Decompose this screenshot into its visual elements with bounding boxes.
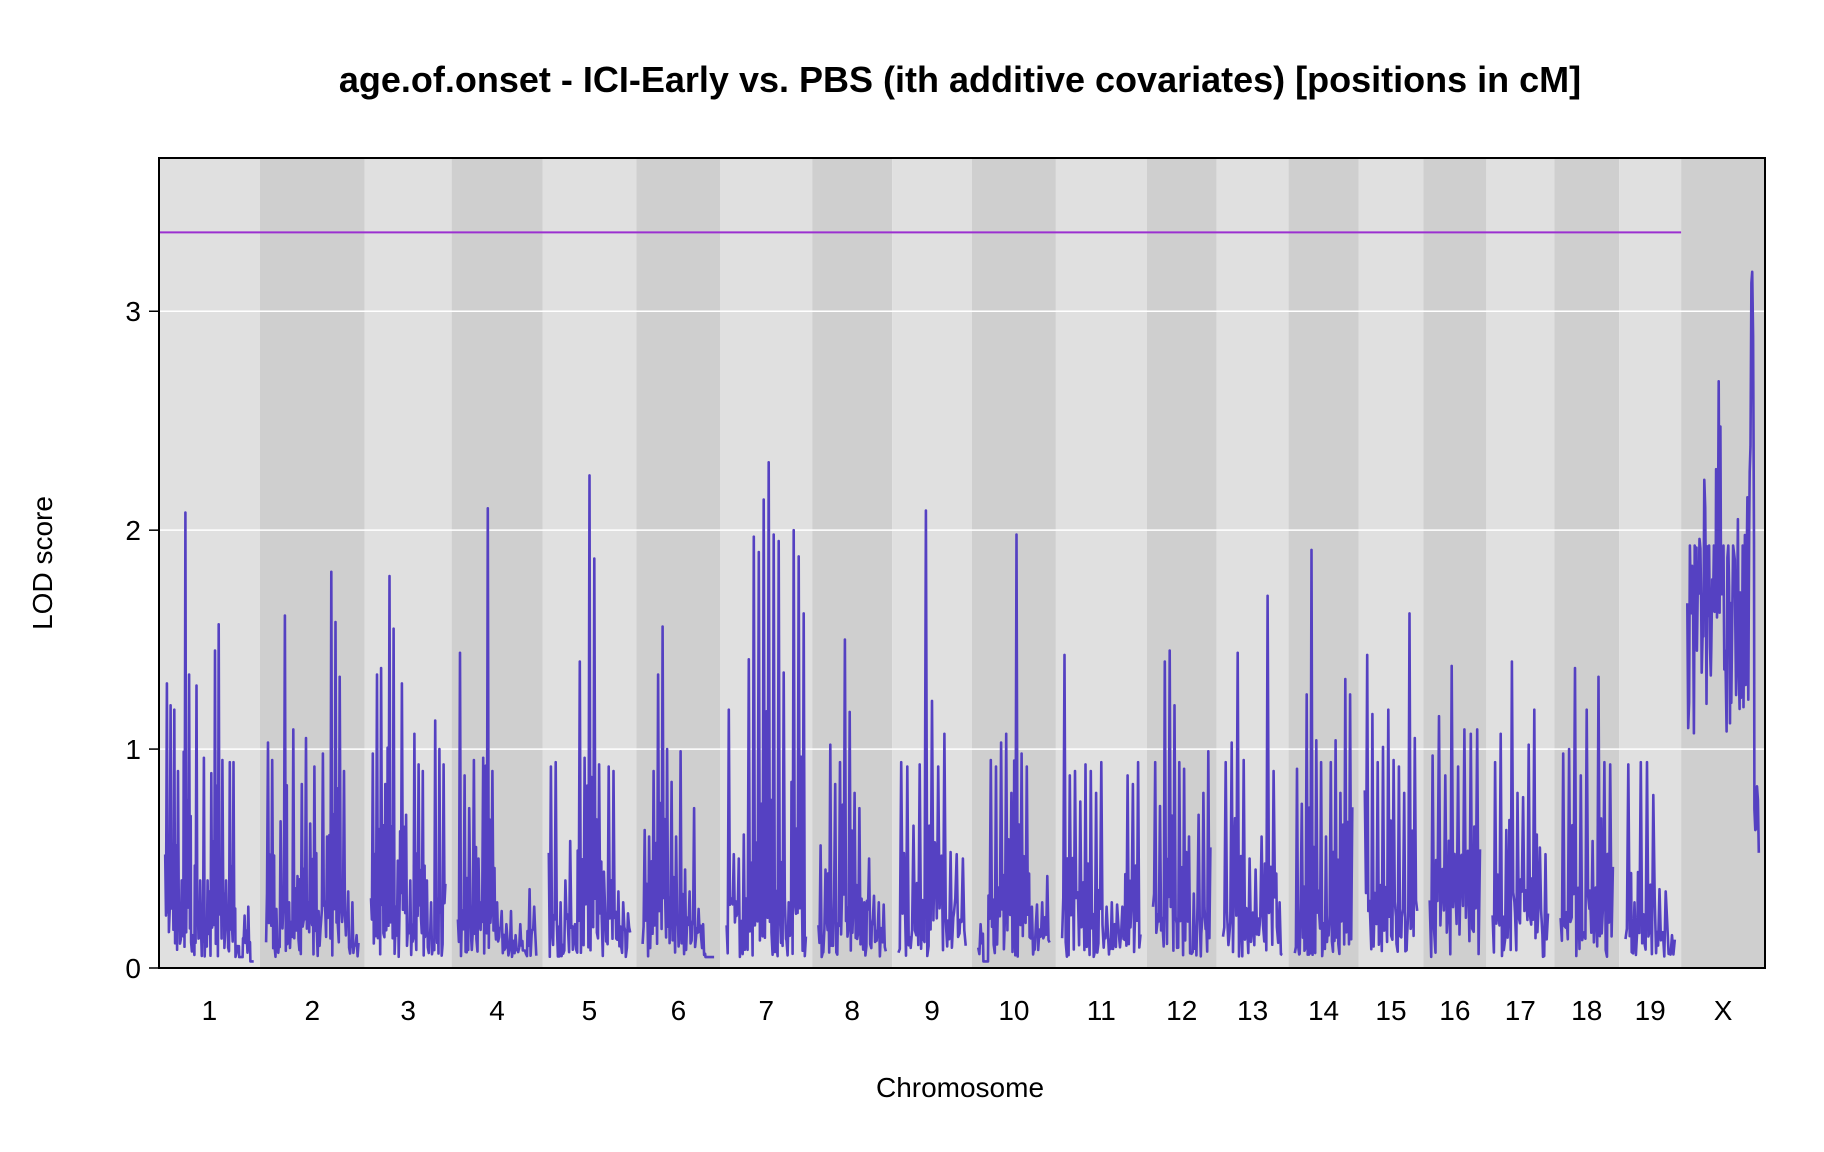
lod-trace-chr-7: [725, 461, 808, 959]
lod-trace-chr-15: [1363, 612, 1419, 953]
x-tick-label-chr-8: 8: [844, 995, 860, 1026]
x-tick-label-chr-5: 5: [582, 995, 598, 1026]
x-tick-label-chr-18: 18: [1571, 995, 1602, 1026]
x-tick-label-chr-16: 16: [1439, 995, 1470, 1026]
lod-trace-chr-1: [163, 511, 255, 963]
lod-trace-chr-18: [1559, 666, 1615, 958]
x-tick-label-chr-7: 7: [758, 995, 774, 1026]
x-tick-label-chr-11: 11: [1087, 995, 1116, 1026]
chromosome-band-2: [259, 158, 365, 968]
x-tick-label-chr-4: 4: [489, 995, 505, 1026]
chart-title: age.of.onset - ICI-Early vs. PBS (ith ad…: [339, 59, 1581, 100]
x-tick-label-chr-14: 14: [1308, 995, 1339, 1026]
x-tick-label-chr-13: 13: [1237, 995, 1268, 1026]
lod-trace-chr-16: [1428, 664, 1482, 959]
chromosome-band-12: [1146, 158, 1217, 968]
y-tick-label-3: 3: [125, 296, 141, 327]
lod-trace-chr-12: [1151, 649, 1212, 958]
lod-trace-chr-19: [1624, 760, 1677, 958]
lod-trace-chr-X: [1686, 270, 1761, 853]
x-axis-label: Chromosome: [876, 1072, 1044, 1103]
x-tick-label-chr-15: 15: [1375, 995, 1406, 1026]
lod-trace-chr-6: [641, 625, 715, 959]
lod-trace-chr-2: [264, 570, 360, 959]
lod-trace-chr-13: [1221, 594, 1283, 958]
x-tick-label-chr-6: 6: [671, 995, 687, 1026]
lod-trace-chr-8: [817, 638, 888, 959]
lod-trace-chr-5: [547, 474, 632, 959]
y-axis-label: LOD score: [27, 496, 58, 630]
lod-trace-chr-14: [1293, 548, 1354, 958]
chromosome-band-17: [1486, 158, 1555, 968]
lod-trace-chr-3: [369, 574, 447, 959]
plot-frame: [158, 157, 1766, 969]
chromosome-band-6: [636, 158, 721, 968]
chromosome-band-13: [1216, 158, 1289, 968]
x-tick-label-chr-10: 10: [998, 995, 1029, 1026]
lod-trace-chr-10: [976, 533, 1051, 963]
x-tick-label-chr-X: X: [1714, 995, 1733, 1026]
y-tick-label-1: 1: [125, 734, 141, 765]
x-tick-label-chr-19: 19: [1635, 995, 1666, 1026]
x-tick-label-chr-1: 1: [202, 995, 218, 1026]
y-tick-label-2: 2: [125, 515, 141, 546]
x-tick-label-chr-3: 3: [400, 995, 416, 1026]
x-tick-label-chr-9: 9: [924, 995, 940, 1026]
lod-trace-chr-17: [1491, 660, 1550, 959]
lod-trace-chr-9: [897, 509, 967, 958]
x-tick-label-chr-12: 12: [1166, 995, 1197, 1026]
chromosome-band-4: [451, 158, 543, 968]
lod-trace-chr-4: [456, 507, 538, 959]
lod-trace-chr-11: [1060, 653, 1142, 959]
x-tick-label-chr-2: 2: [305, 995, 321, 1026]
x-tick-label-chr-17: 17: [1505, 995, 1536, 1026]
y-tick-label-0: 0: [125, 953, 141, 984]
